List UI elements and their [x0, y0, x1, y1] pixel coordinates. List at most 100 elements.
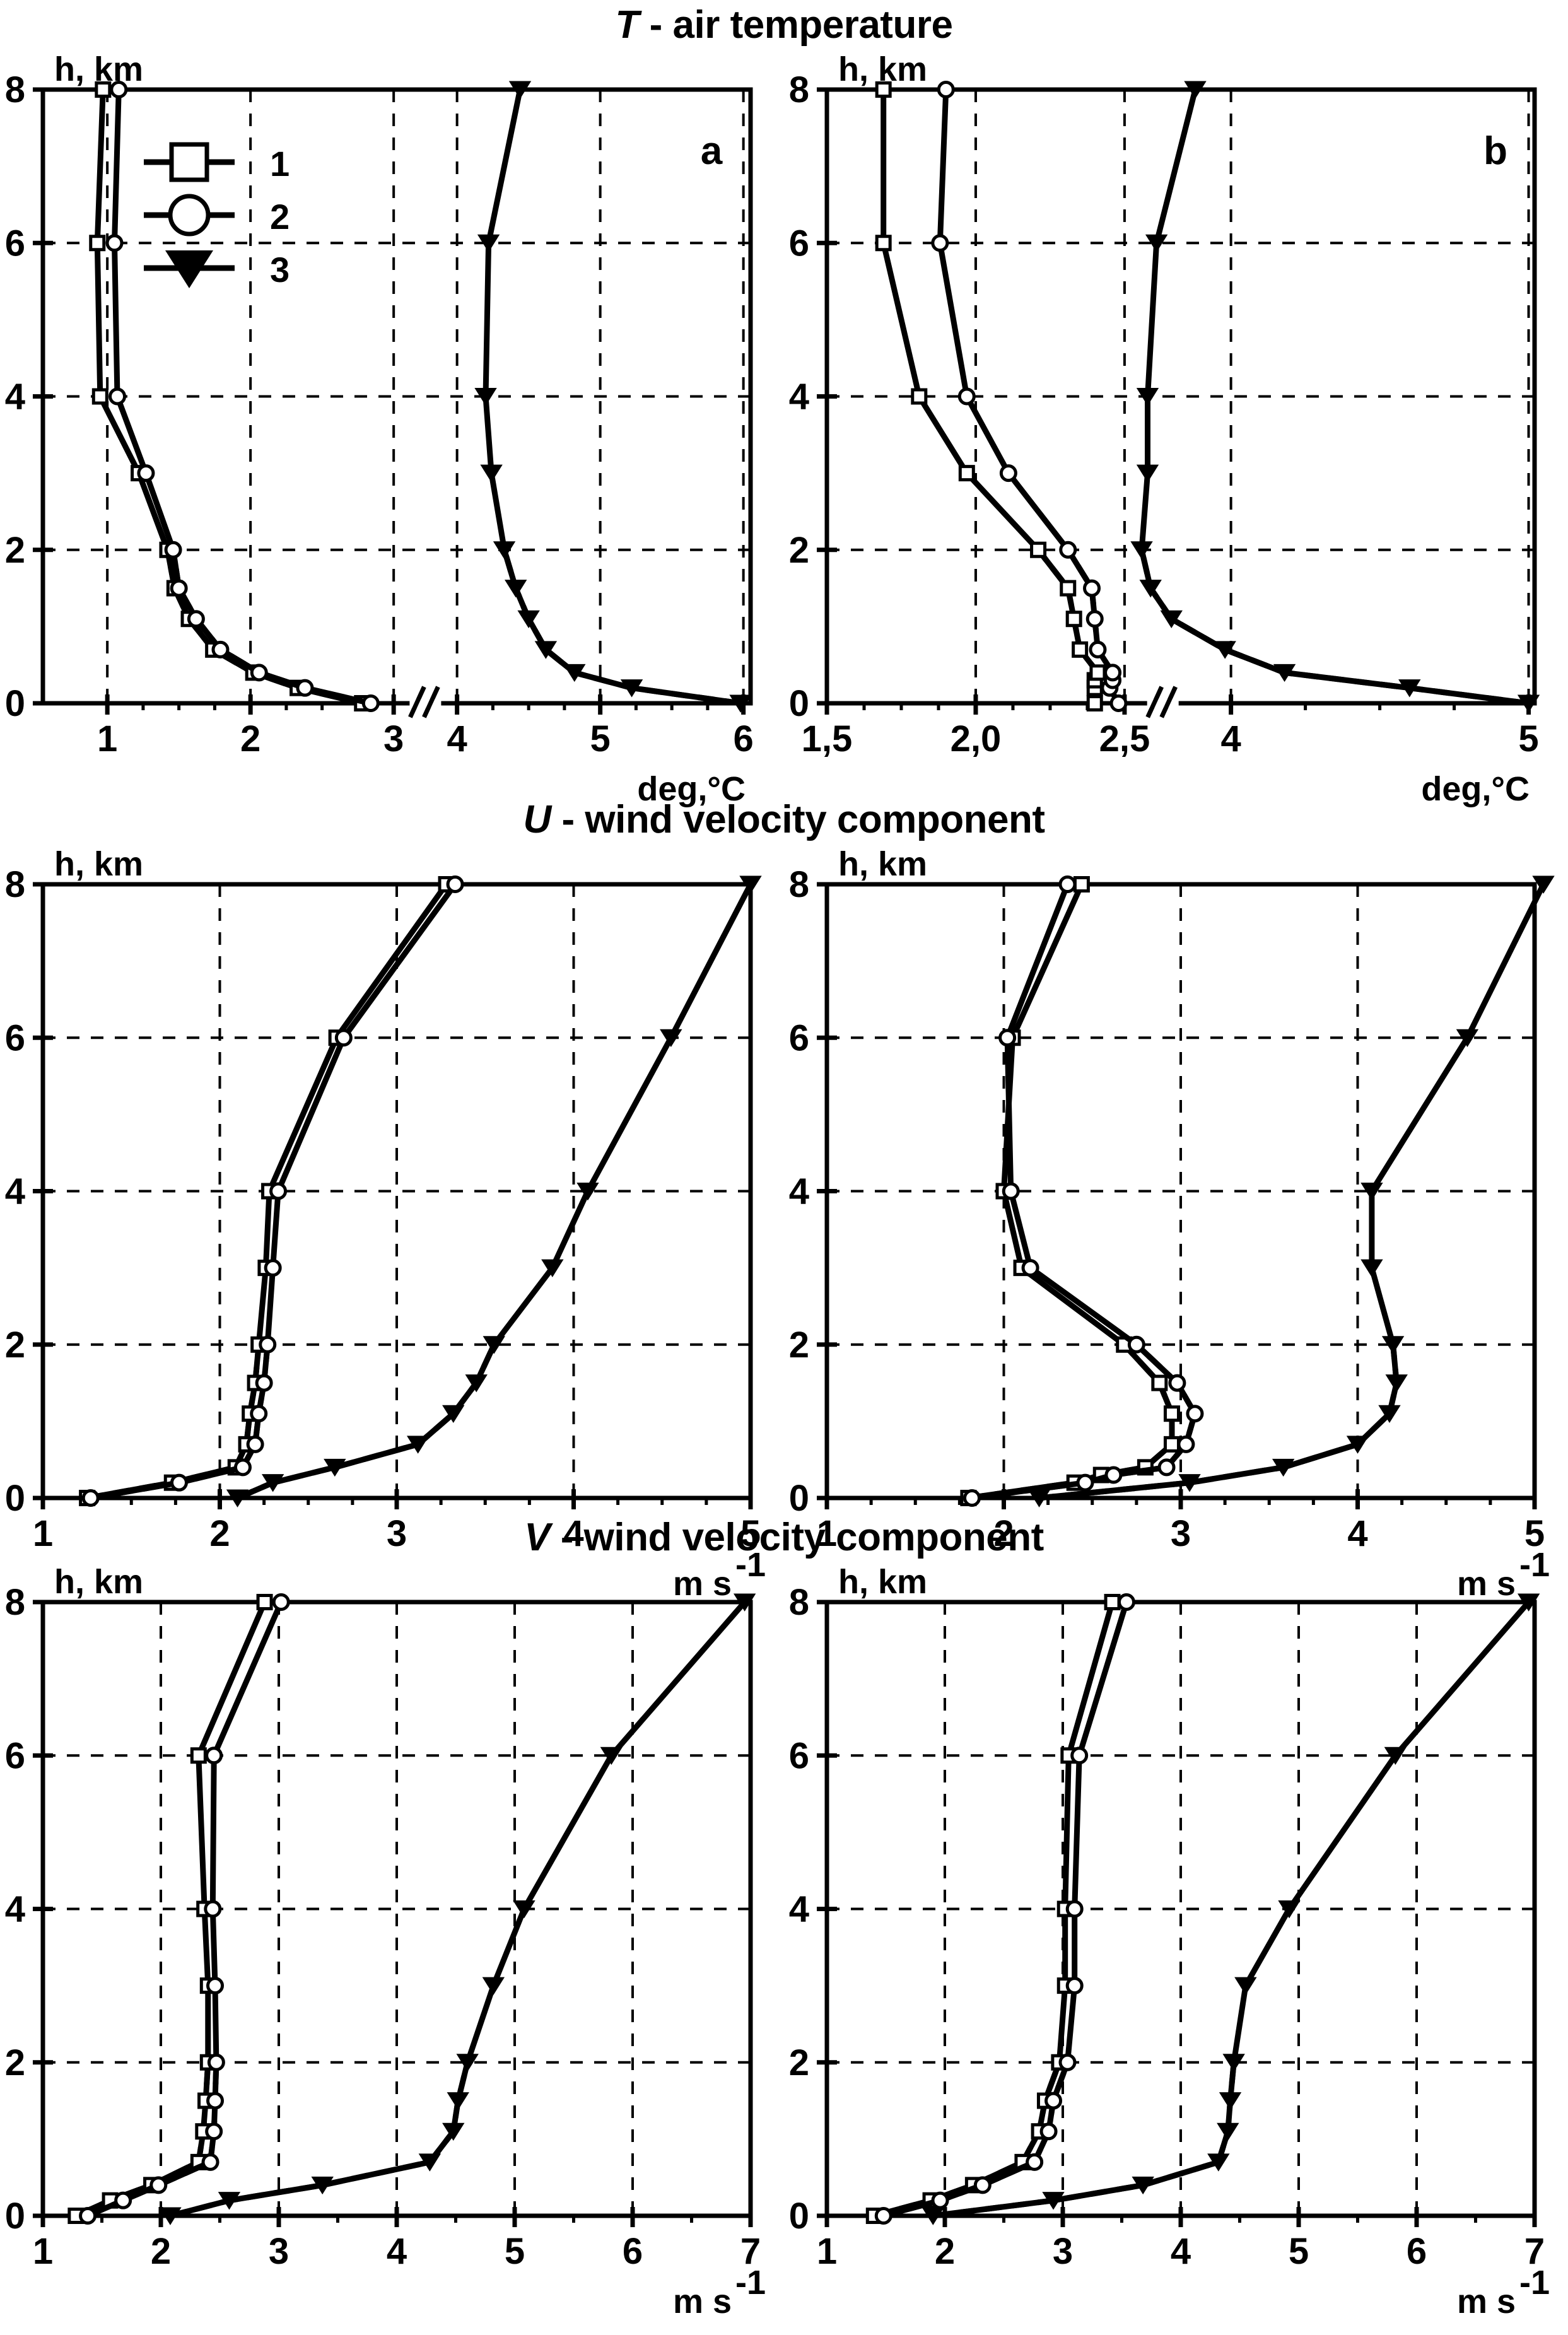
data-point-open-circle [201, 2153, 219, 2171]
data-point-filled-triangle-down [493, 541, 516, 559]
series-2 [963, 875, 1204, 1507]
x-tick-label: 2,0 [951, 718, 1002, 759]
axis-break-icon [408, 686, 442, 718]
data-point-open-circle [264, 1259, 282, 1277]
data-point-open-circle [1089, 640, 1107, 658]
x-axis-label-exponent: -1 [735, 2264, 766, 2302]
y-tick-label: 2 [789, 530, 809, 571]
data-point-open-circle [446, 875, 464, 893]
data-point-open-square [911, 388, 928, 405]
data-point-open-circle [1039, 2122, 1058, 2141]
legend-item-3[interactable]: 3 [144, 250, 290, 290]
x-axis: 1 2 3 4 5 [33, 1489, 761, 1554]
x-tick-label: 6 [734, 718, 754, 759]
row-title-u-wind: U - wind velocity component [0, 797, 1568, 842]
data-point-open-square [1086, 695, 1103, 711]
data-point-open-circle [269, 1182, 288, 1200]
panel-v-wind-a: 0 2 4 6 8 h, km 1 2 3 4 5 6 7 m s -1 [0, 1563, 784, 2320]
data-layer [89, 81, 752, 713]
x-axis-name: deg,°C [1421, 770, 1530, 808]
data-layer [79, 875, 762, 1507]
panel-letter: b [1483, 129, 1507, 173]
y-axis: 0 2 4 6 8 [5, 69, 53, 724]
y-tick-label: 8 [789, 1582, 809, 1623]
data-layer [67, 1593, 756, 2225]
series-3 [1130, 81, 1540, 713]
row-title-v-wind: V - wind velocity component [0, 1515, 1568, 1560]
panel-letter: a [701, 129, 723, 173]
y-tick-label: 4 [5, 1889, 25, 1930]
data-point-open-circle [1070, 1747, 1089, 1765]
legend-label: 3 [270, 250, 290, 290]
y-tick-label: 8 [5, 69, 25, 110]
x-axis: 1 2 3 4 5 6 7 [33, 2207, 761, 2272]
data-point-filled-triangle-down [576, 1183, 599, 1201]
legend: 1 2 3 [144, 142, 290, 290]
data-point-filled-triangle-down [418, 2153, 442, 2172]
y-tick-label: 0 [5, 683, 25, 724]
y-tick-label: 0 [789, 2196, 809, 2237]
y-tick-label: 0 [5, 1478, 25, 1519]
series-1 [89, 81, 371, 711]
legend-item-2[interactable]: 2 [144, 194, 290, 237]
data-point-filled-triangle-down [517, 610, 540, 629]
data-point-open-circle [1186, 1405, 1204, 1423]
data-point-open-circle [206, 2092, 225, 2110]
data-point-filled-triangle-down [1207, 2153, 1230, 2172]
data-point-open-circle [259, 1335, 277, 1354]
data-point-filled-triangle-down [1456, 1029, 1479, 1048]
title-text-U: - wind velocity component [551, 798, 1045, 841]
x-axis-name: m s -1 [1457, 1546, 1550, 1603]
data-point-open-circle [1058, 2053, 1077, 2071]
series-1 [875, 81, 1106, 711]
data-point-filled-triangle-down [1517, 1593, 1540, 1612]
panel-u-wind-b: 0 2 4 6 8 h, km 1 2 3 4 5 m s -1 [784, 845, 1568, 1603]
x-tick-label: 5 [590, 718, 611, 759]
data-point-filled-triangle-down [465, 1374, 488, 1393]
data-point-filled-triangle-down [1145, 234, 1168, 253]
x-tick-label: 5 [1518, 718, 1538, 759]
data-point-open-circle [963, 1489, 981, 1507]
series-3 [921, 1593, 1540, 2225]
x-axis-label: deg,°C [637, 770, 746, 808]
title-text-V: - wind velocity component [550, 1516, 1044, 1559]
data-point-open-circle [272, 1593, 290, 1611]
x-tick-label: 4 [1220, 718, 1241, 759]
x-tick-label: 1 [817, 2231, 837, 2272]
data-point-open-circle [108, 387, 127, 406]
data-point-filled-triangle-down [1398, 679, 1421, 698]
y-tick-label: 6 [5, 1017, 25, 1058]
data-point-filled-triangle-down [1042, 2192, 1065, 2210]
y-axis: 0 2 4 6 8 [5, 1582, 53, 2237]
y-tick-label: 8 [5, 864, 25, 905]
x-tick-label: 3 [383, 718, 404, 759]
data-point-filled-triangle-down [541, 1259, 564, 1277]
data-point-open-circle [246, 1435, 264, 1453]
data-point-open-circle [1065, 1977, 1084, 1995]
data-point-filled-triangle-down [1027, 1489, 1051, 1507]
data-point-open-circle [205, 1747, 223, 1765]
x-tick-label: 5 [740, 1513, 761, 1554]
axis-break-icon [1145, 686, 1179, 718]
data-point-open-circle [1083, 579, 1101, 597]
y-tick-label: 2 [5, 530, 25, 571]
x-axis: 1 2 3 4 5 [817, 1489, 1545, 1554]
gridlines [827, 90, 1535, 703]
y-tick-label: 2 [5, 1325, 25, 1366]
data-point-open-circle [1085, 610, 1104, 628]
x-tick-label: 2,5 [1099, 718, 1150, 759]
series-2 [874, 1593, 1135, 2225]
data-point-filled-triangle-down [1384, 1747, 1407, 1765]
data-point-open-circle [1104, 1466, 1123, 1484]
data-point-open-circle [250, 1405, 268, 1423]
panel-temperature-b: 0 2 4 6 8 h, km 1,5 2,0 2,5 4 5 deg,°C b [784, 50, 1568, 808]
data-point-open-circle [1059, 541, 1077, 559]
legend-item-1[interactable]: 1 [144, 142, 290, 184]
x-tick-label: 5 [1524, 1513, 1545, 1554]
data-point-filled-triangle-down [513, 1900, 535, 1919]
y-tick-label: 8 [5, 1582, 25, 1623]
x-axis-label: deg,°C [1421, 770, 1530, 808]
